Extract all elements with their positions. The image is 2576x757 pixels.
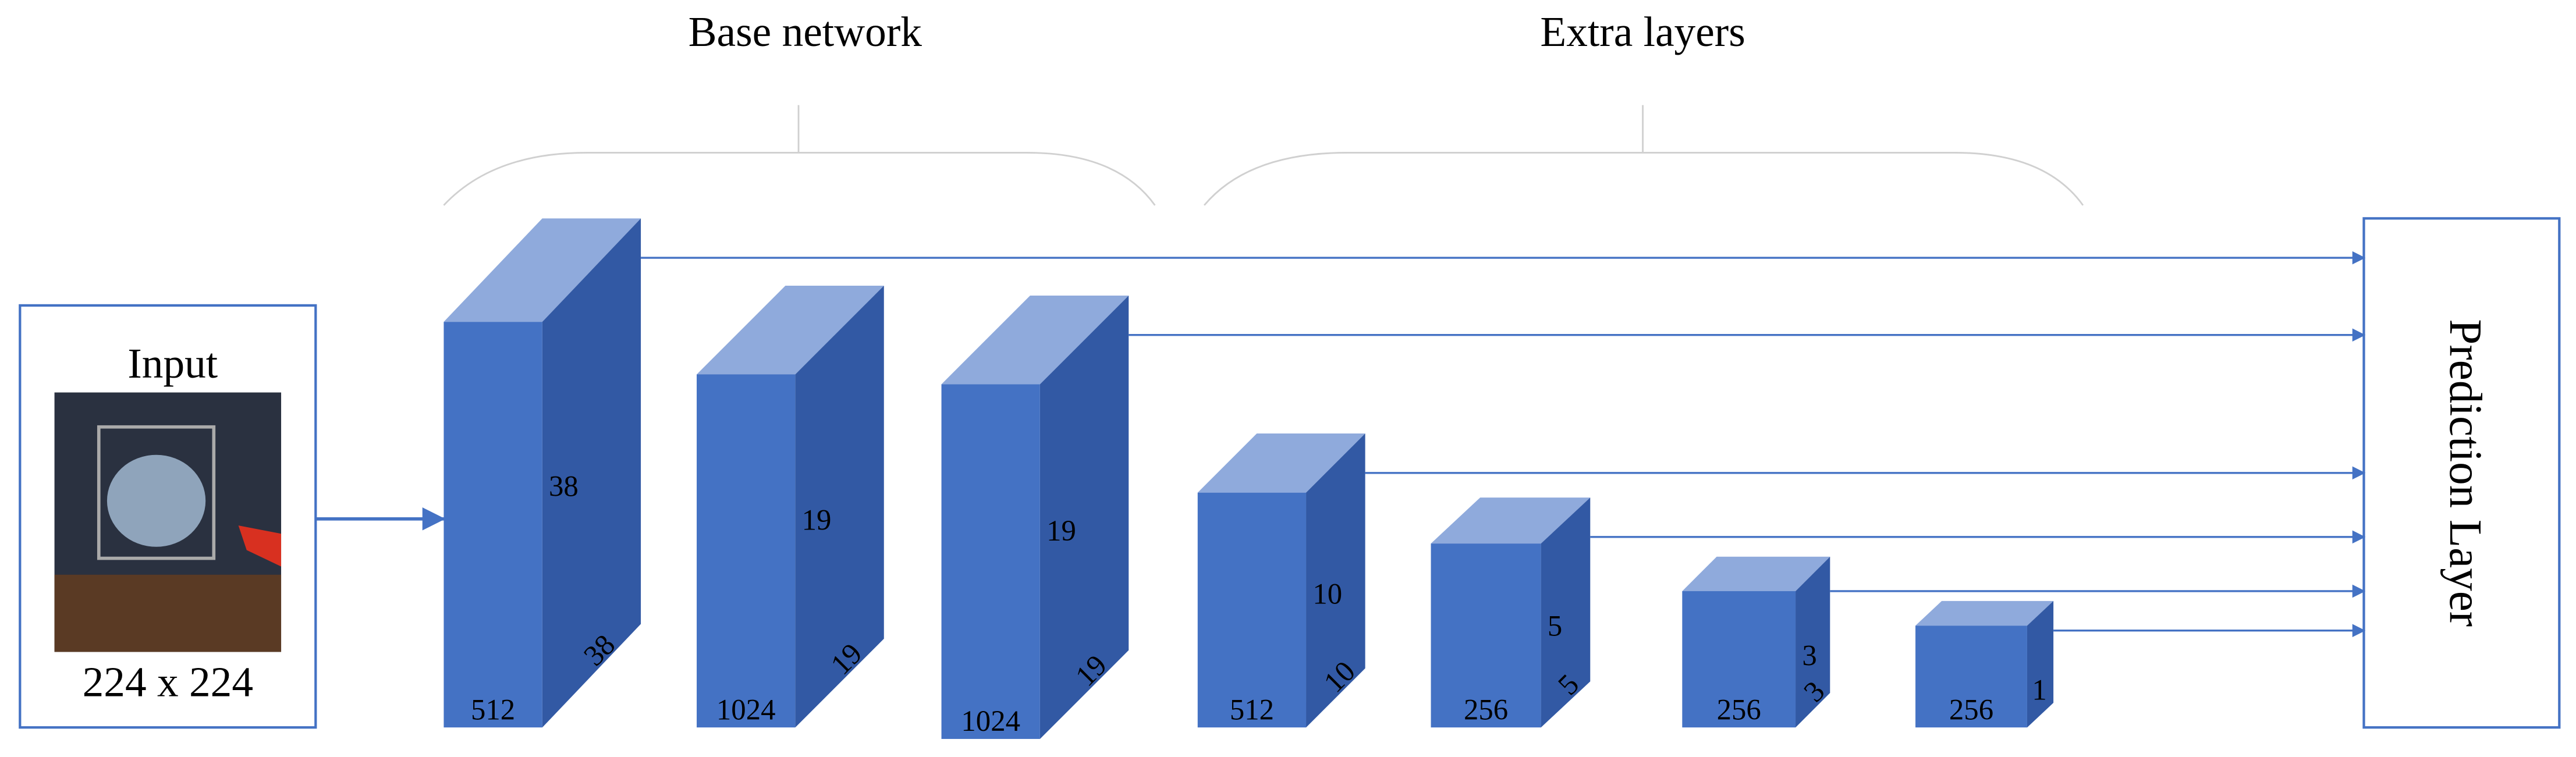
block-top — [1197, 433, 1365, 493]
block-height: 19 — [802, 504, 832, 536]
block-height: 1 — [2032, 674, 2046, 706]
block-side — [1039, 295, 1129, 739]
brace — [443, 105, 1156, 206]
block-side — [795, 286, 884, 728]
section-title: Extra layers — [1540, 8, 1745, 55]
block-top — [1682, 556, 1830, 591]
block-channels: 256 — [1949, 693, 1993, 726]
block-side — [542, 218, 641, 728]
section-title: Base network — [689, 8, 922, 55]
block-height: 10 — [1312, 577, 1342, 610]
image-cage — [97, 425, 216, 560]
block-front — [1682, 591, 1796, 728]
image-ground — [54, 574, 282, 652]
block-channels: 256 — [1464, 693, 1508, 726]
block-front — [1431, 543, 1541, 728]
prediction-label: Prediction Layer — [2440, 319, 2490, 627]
block-front — [697, 374, 796, 728]
input-image — [54, 392, 282, 652]
block-front — [1915, 625, 2027, 728]
block-top — [941, 295, 1129, 385]
block-front — [443, 322, 542, 728]
block-height: 5 — [1548, 610, 1562, 642]
block-channels: 512 — [471, 693, 515, 726]
block-top — [1915, 600, 2054, 626]
block-side — [2027, 600, 2054, 728]
input-label: Input — [127, 340, 218, 387]
block-side — [1796, 556, 1830, 728]
block-channels: 512 — [1230, 693, 1274, 726]
brace — [1203, 105, 2084, 206]
block-front — [941, 384, 1040, 739]
block-top — [443, 218, 641, 322]
block-top — [1431, 497, 1591, 544]
braces — [443, 105, 2084, 206]
image-rocks — [107, 454, 206, 547]
block-front — [1197, 492, 1307, 728]
block-channels: 256 — [1717, 693, 1761, 726]
block-channels: 1024 — [716, 693, 776, 726]
block-side — [1306, 433, 1365, 728]
prediction-box — [2362, 217, 2561, 729]
block-side — [1541, 497, 1591, 728]
image-red — [238, 525, 282, 567]
block-top — [697, 286, 884, 375]
input-size: 224 x 224 — [83, 658, 253, 705]
block-height: 38 — [549, 470, 579, 503]
block-height: 3 — [1802, 639, 1816, 671]
block-height: 19 — [1046, 514, 1076, 547]
block-channels: 1024 — [961, 705, 1020, 737]
